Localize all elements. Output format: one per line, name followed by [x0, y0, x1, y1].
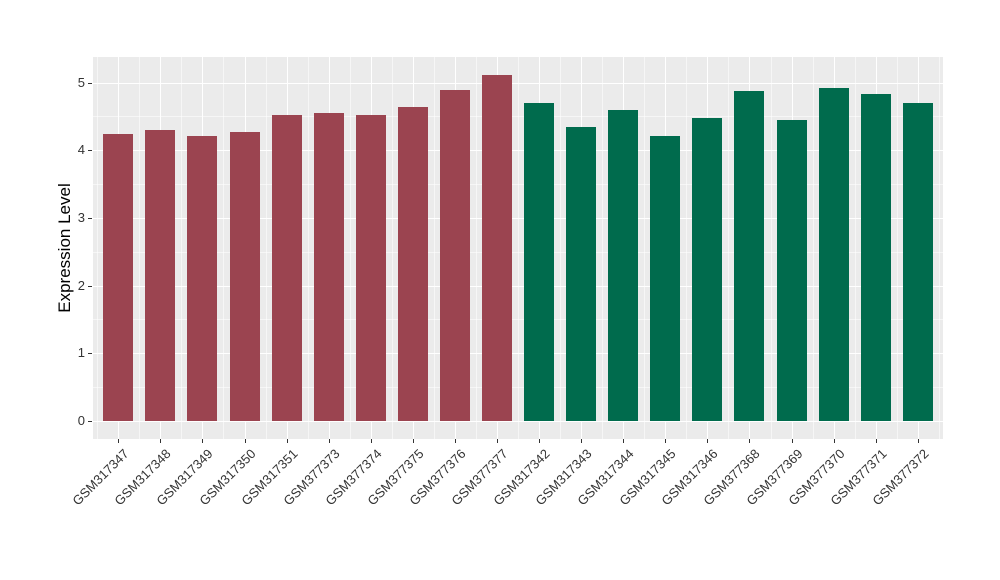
bar-GSM317342	[524, 102, 554, 421]
minor-gridline-x	[812, 57, 814, 439]
bar-GSM317348	[145, 129, 176, 421]
x-tick-mark	[160, 439, 162, 443]
minor-gridline-x	[896, 57, 898, 439]
bar-GSM377377	[482, 75, 512, 421]
y-tick-label: 4	[77, 142, 85, 158]
x-tick-mark	[286, 439, 288, 443]
minor-gridline-x	[349, 57, 351, 439]
bar-GSM317351	[271, 115, 302, 421]
bar-GSM317350	[229, 131, 260, 421]
plot-panel	[93, 57, 943, 439]
y-axis-title: Expression Level	[55, 183, 74, 313]
bar-GSM317349	[187, 136, 218, 421]
bar-GSM377375	[397, 106, 428, 421]
bar-GSM377376	[439, 89, 470, 421]
minor-gridline-x	[433, 57, 435, 439]
bar-GSM377368	[734, 90, 765, 421]
minor-gridline-x	[854, 57, 856, 439]
minor-gridline-x	[938, 57, 940, 439]
x-tick-mark	[875, 439, 877, 443]
minor-gridline-x	[307, 57, 309, 439]
x-tick-mark	[328, 439, 330, 443]
y-tick-label: 0	[77, 413, 85, 428]
minor-gridline-x	[560, 57, 562, 439]
minor-gridline-x	[728, 57, 730, 439]
y-tick-label: 5	[77, 74, 85, 90]
y-tick-label: 2	[77, 277, 85, 293]
y-tick-mark	[88, 353, 92, 355]
x-tick-mark	[202, 439, 204, 443]
bar-GSM377373	[313, 113, 344, 421]
x-tick-mark	[370, 439, 372, 443]
y-tick-mark	[88, 285, 92, 287]
minor-gridline-x	[602, 57, 604, 439]
y-tick-mark	[88, 150, 92, 152]
x-tick-mark	[581, 439, 583, 443]
minor-gridline-x	[139, 57, 141, 439]
minor-gridline-x	[770, 57, 772, 439]
x-tick-mark	[539, 439, 540, 443]
bar-GSM317345	[650, 136, 681, 421]
minor-gridline-x	[97, 57, 99, 439]
y-tick-mark	[88, 217, 92, 219]
y-tick-mark	[88, 82, 92, 84]
x-tick-mark	[454, 439, 456, 443]
bar-GSM377369	[776, 119, 807, 421]
bar-GSM377370	[818, 87, 849, 421]
x-tick-mark	[917, 439, 919, 443]
y-tick-mark	[88, 421, 92, 422]
x-tick-mark	[707, 439, 709, 443]
x-tick-mark	[833, 439, 835, 443]
x-tick-mark	[497, 439, 498, 443]
y-tick-label: 1	[77, 345, 85, 361]
x-tick-mark	[749, 439, 751, 443]
bar-GSM377374	[355, 115, 386, 421]
x-tick-mark	[244, 439, 246, 443]
bar-GSM317344	[608, 110, 639, 421]
minor-gridline-x	[475, 57, 477, 439]
bar-GSM317347	[103, 134, 134, 421]
minor-gridline-x	[223, 57, 225, 439]
minor-gridline-x	[518, 57, 519, 439]
bar-GSM377371	[860, 94, 891, 421]
x-tick-mark	[791, 439, 793, 443]
minor-gridline-x	[265, 57, 267, 439]
bar-GSM317346	[692, 118, 723, 421]
bar-GSM377372	[902, 102, 933, 421]
minor-gridline-x	[181, 57, 183, 439]
minor-gridline-x	[644, 57, 646, 439]
x-tick-mark	[665, 439, 667, 443]
x-tick-mark	[623, 439, 625, 443]
minor-gridline-x	[391, 57, 393, 439]
y-tick-label: 3	[77, 209, 85, 225]
x-tick-mark	[412, 439, 414, 443]
x-tick-mark	[118, 439, 120, 443]
bar-GSM317343	[566, 126, 597, 421]
minor-gridline-x	[686, 57, 688, 439]
